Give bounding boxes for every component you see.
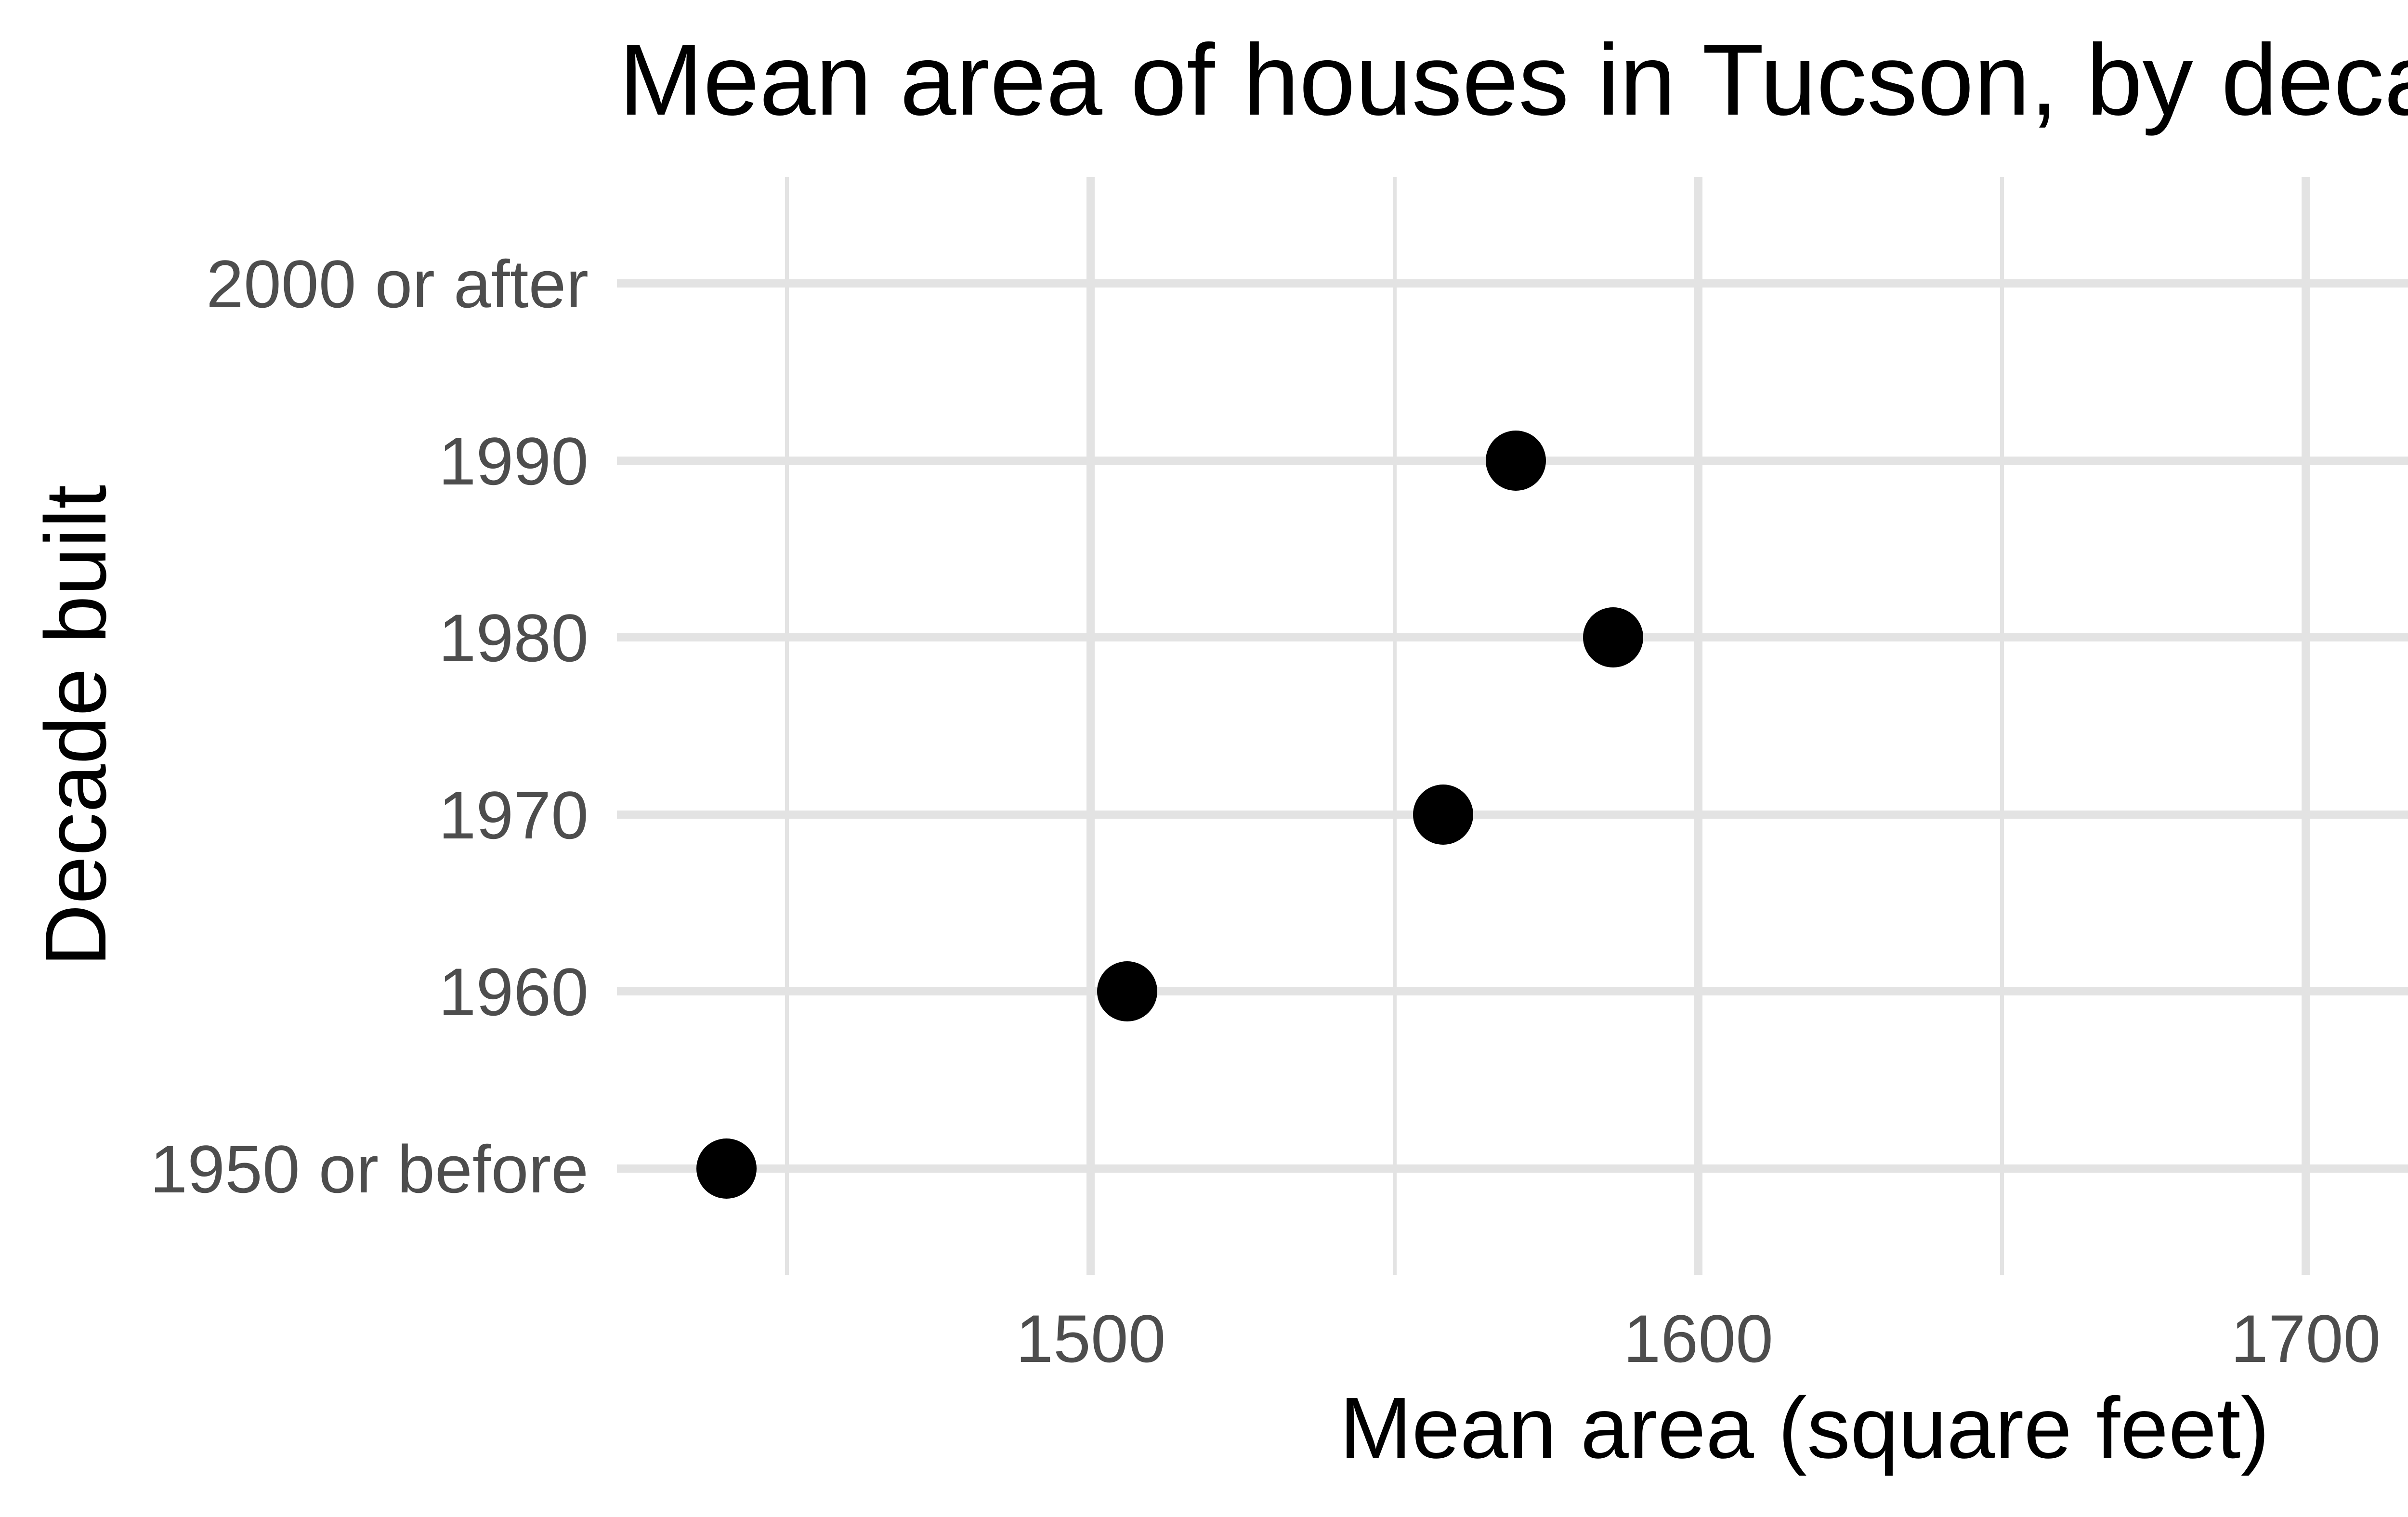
y-major-gridline <box>617 1164 2408 1173</box>
y-major-gridline <box>617 279 2408 288</box>
x-axis-title: Mean area (square feet) <box>1339 1380 2270 1477</box>
y-tick-label: 1990 <box>438 423 589 499</box>
data-point <box>1097 961 1158 1022</box>
y-major-gridline <box>617 810 2408 819</box>
x-tick-label: 1700 <box>2230 1301 2381 1376</box>
data-point <box>1583 607 1644 668</box>
x-major-gridline <box>1694 177 1702 1275</box>
y-tick-label: 1950 or before <box>150 1131 589 1207</box>
x-minor-gridline <box>2000 177 2004 1275</box>
plot-panel <box>617 177 2408 1275</box>
chart-title: Mean area of houses in Tucson, by decade… <box>619 23 2408 136</box>
y-tick-label: 1960 <box>438 954 589 1030</box>
y-major-gridline <box>617 633 2408 642</box>
x-tick-label: 1600 <box>1623 1301 1773 1376</box>
y-major-gridline <box>617 987 2408 996</box>
x-major-gridline <box>1086 177 1095 1275</box>
x-major-gridline <box>2302 177 2310 1275</box>
y-tick-label: 2000 or after <box>206 246 589 322</box>
x-tick-label: 1500 <box>1016 1301 1166 1376</box>
data-point <box>696 1138 757 1199</box>
data-point <box>1413 784 1473 845</box>
y-axis-title: Decade built <box>27 484 124 967</box>
y-tick-label: 1980 <box>438 600 589 676</box>
x-minor-gridline <box>785 177 789 1275</box>
data-point <box>1486 430 1546 491</box>
x-minor-gridline <box>1392 177 1397 1275</box>
y-tick-label: 1970 <box>438 777 589 853</box>
